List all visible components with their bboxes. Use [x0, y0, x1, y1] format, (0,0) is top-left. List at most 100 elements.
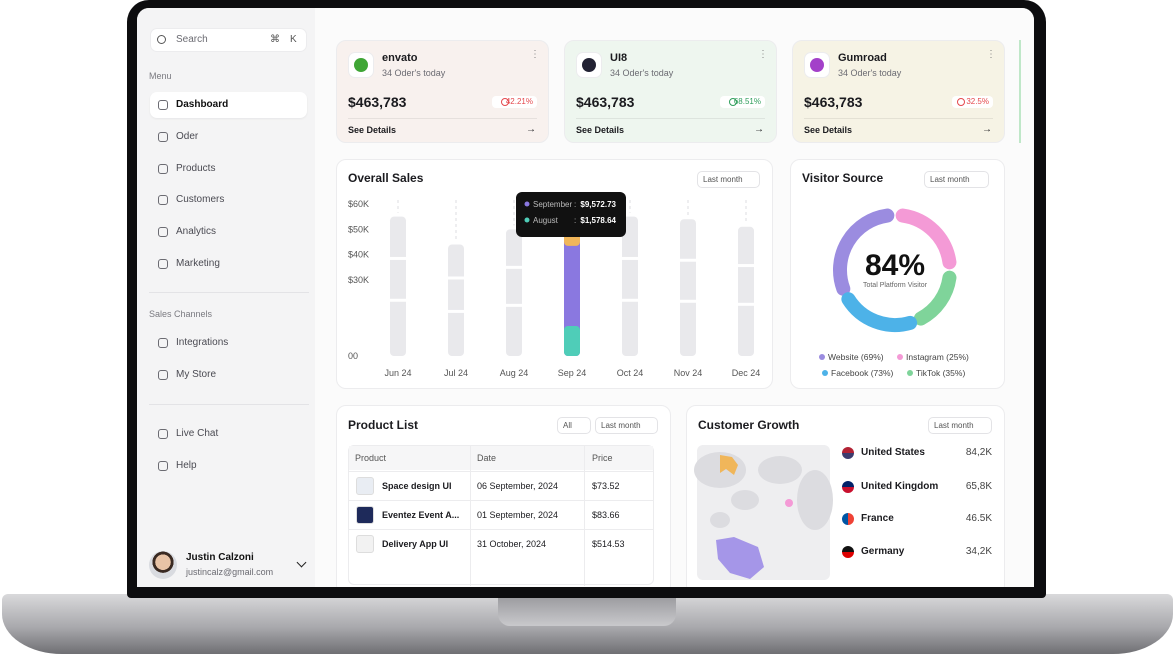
legend-dot: [907, 370, 913, 376]
cell: $73.52: [592, 481, 620, 491]
tooltip-value: $1,578.64: [580, 216, 616, 225]
see-details[interactable]: See Details: [576, 125, 625, 135]
thumbnail: [356, 477, 374, 495]
legend-dot: [822, 370, 828, 376]
cell: Eventez Event A...: [382, 510, 460, 520]
user-email: justincalz@gmail.com: [186, 567, 274, 577]
country-value: 46.5K: [965, 513, 992, 524]
flag: [842, 481, 854, 493]
visitor-card: [790, 159, 1005, 389]
logo-mark: [582, 58, 596, 72]
filter-button[interactable]: [595, 417, 658, 434]
bar: [738, 226, 754, 356]
divider: [149, 404, 309, 405]
tooltip-label: September: [533, 200, 572, 209]
row-divider: [349, 471, 653, 472]
divider: [149, 292, 309, 293]
legend-label: Facebook (73%): [831, 368, 894, 378]
menu-item[interactable]: Oder: [176, 130, 199, 142]
cell: 31 October, 2024: [477, 539, 547, 549]
cell: Space design UI: [382, 481, 452, 491]
laptop-notch: [498, 596, 676, 626]
bar-base: [564, 326, 580, 356]
cell: 06 September, 2024: [477, 481, 559, 491]
cell: 01 September, 2024: [477, 510, 559, 520]
filter-button[interactable]: [924, 171, 989, 188]
country-value: 84,2K: [965, 447, 992, 458]
arrow: →: [982, 124, 992, 135]
filter-button[interactable]: [697, 171, 760, 188]
tooltip-sep: :: [574, 200, 576, 209]
landmass: [731, 490, 759, 510]
x-tick-label: Dec 24: [732, 368, 761, 378]
row-divider: [349, 500, 653, 501]
shortcut-key: ⌘: [270, 34, 280, 45]
flag: [842, 546, 854, 558]
support-item[interactable]: Help: [176, 460, 197, 471]
menu-item[interactable]: Marketing: [176, 258, 220, 269]
column-header: Date: [477, 453, 497, 463]
thumbnail: [356, 535, 374, 553]
search-icon: [157, 35, 166, 44]
center-label: Total Platform Visitor: [863, 282, 928, 289]
avatar: [149, 551, 177, 579]
tooltip-label: August: [533, 216, 559, 225]
column-divider: [470, 446, 471, 586]
donut-segment: [841, 292, 918, 332]
x-tick-label: Aug 24: [500, 368, 529, 378]
filter-label: All: [563, 420, 572, 430]
arrow: →: [526, 124, 536, 135]
bar: [448, 244, 464, 356]
active-item: [150, 92, 307, 118]
cell: $83.66: [592, 510, 620, 520]
next-card: [1019, 40, 1034, 143]
change-pill: 68.51%: [719, 96, 765, 108]
icon: [158, 163, 168, 174]
channel-item[interactable]: My Store: [176, 369, 217, 380]
menu-item[interactable]: Dashboard: [176, 99, 229, 110]
search-placeholder: Search: [176, 34, 208, 45]
amount: $463,783: [576, 94, 635, 110]
icon: [158, 429, 168, 439]
amount: $463,783: [804, 94, 863, 110]
card-title: Visitor Source: [802, 171, 884, 185]
icon: [158, 461, 168, 471]
bar: [622, 216, 638, 356]
country-value: 34,2K: [965, 546, 992, 557]
tooltip: [516, 192, 626, 237]
channel-item[interactable]: Integrations: [176, 337, 229, 348]
menu-item[interactable]: Customers: [176, 194, 225, 206]
store-name: Gumroad: [838, 52, 887, 64]
thumbnail: [356, 506, 374, 524]
store-subtitle: 34 Oder's today: [382, 68, 446, 78]
landmass: [758, 456, 802, 484]
bar: [390, 216, 406, 356]
store-subtitle: 34 Oder's today: [838, 68, 902, 78]
search-box[interactable]: [150, 28, 307, 52]
see-details[interactable]: See Details: [348, 125, 397, 135]
change-icon: [501, 98, 509, 106]
column-divider: [584, 446, 585, 586]
filter-label: Last month: [703, 174, 743, 184]
shortcut-key: K: [290, 34, 297, 45]
y-tick-label: $30K: [348, 275, 369, 285]
menu-item[interactable]: Products: [176, 162, 216, 174]
map-highlight: [785, 499, 793, 507]
arrow: →: [754, 124, 764, 135]
landmass: [797, 470, 833, 530]
filter-button[interactable]: [928, 417, 992, 434]
donut-segment: [913, 270, 957, 326]
divider: [804, 118, 993, 119]
tooltip-value: $9,572.73: [580, 200, 616, 209]
column-header: Product: [355, 453, 387, 463]
filter-button[interactable]: [557, 417, 591, 434]
store-subtitle: 34 Oder's today: [610, 68, 674, 78]
section-label: Sales Channels: [149, 309, 213, 319]
support-item[interactable]: Live Chat: [176, 428, 219, 439]
more-menu: ⋮: [986, 49, 996, 60]
legend-label: Website (69%): [828, 352, 884, 362]
see-details[interactable]: See Details: [804, 125, 853, 135]
donut-segment: [833, 208, 895, 296]
menu-item[interactable]: Analytics: [176, 226, 217, 238]
